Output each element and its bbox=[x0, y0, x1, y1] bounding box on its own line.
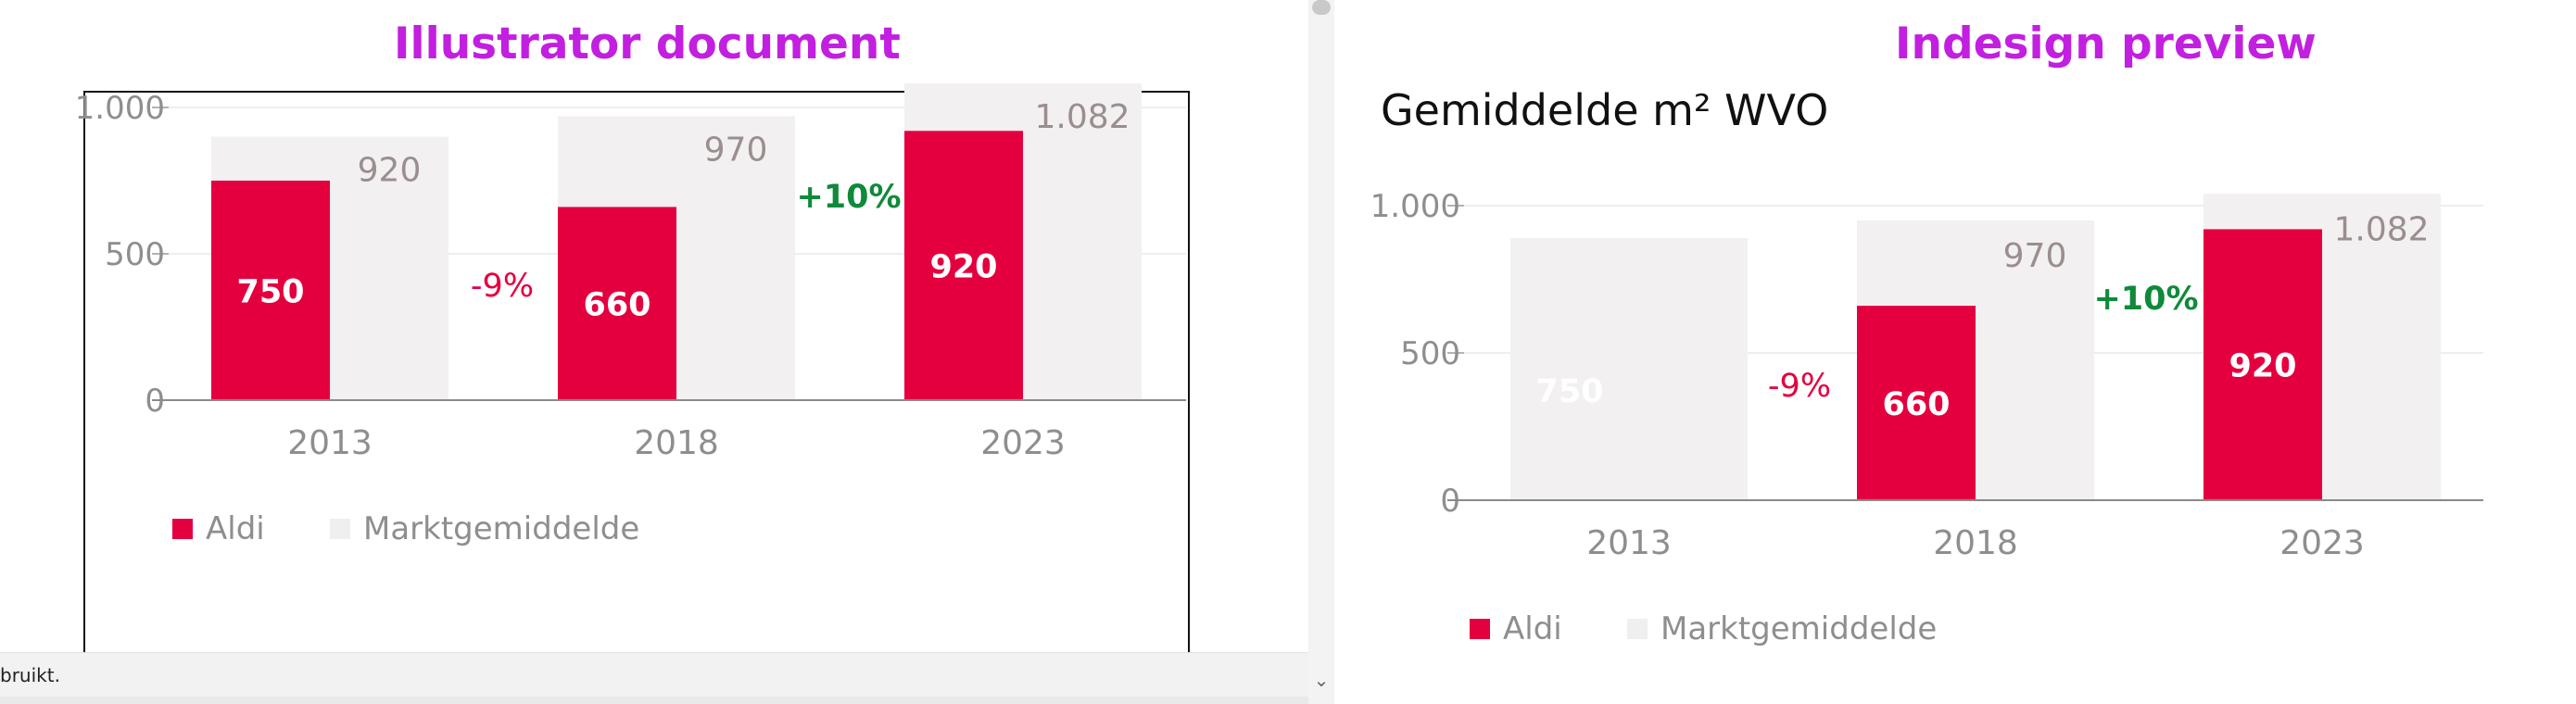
aldi-value-label: 660 bbox=[583, 287, 650, 324]
change-label: +10% bbox=[796, 179, 901, 216]
y-tick-label: 500 bbox=[1400, 335, 1460, 372]
x-tick-label: 2013 bbox=[1586, 524, 1672, 562]
indesign-pane: Indesign preview Gemiddelde m² WVO 0 500 1… bbox=[1334, 0, 2576, 704]
legend-label-aldi: Aldi bbox=[206, 510, 265, 547]
illustrator-pane: Illustrator document 0 500 1.000 750 920 2013… bbox=[0, 19, 1308, 704]
aldi-bar bbox=[211, 181, 330, 400]
aldi-value-label: 920 bbox=[929, 249, 997, 286]
aldi-value-label: 750 bbox=[1535, 373, 1603, 410]
x-tick-label: 2018 bbox=[1933, 524, 2018, 562]
aldi-value-label: 660 bbox=[1882, 386, 1950, 423]
legend-label-market: Marktgemiddelde bbox=[1661, 610, 1937, 647]
status-bar: bruikt. bbox=[0, 652, 1308, 698]
status-text: bruikt. bbox=[0, 664, 60, 686]
legend-label-aldi: Aldi bbox=[1503, 610, 1562, 647]
scrollbar-thumb[interactable] bbox=[1312, 0, 1331, 15]
x-tick-label: 2023 bbox=[980, 424, 1066, 462]
change-label: -9% bbox=[1768, 368, 1831, 405]
x-tick-label: 2018 bbox=[634, 424, 719, 462]
market-value-label: 970 bbox=[704, 131, 768, 169]
legend-swatch-market bbox=[330, 519, 350, 539]
change-label: -9% bbox=[471, 268, 534, 305]
illustrator-chart: 05001.000750920201366097020189201.082202… bbox=[75, 83, 1186, 547]
y-tick-label: 1.000 bbox=[1370, 188, 1460, 225]
aldi-value-label: 750 bbox=[236, 274, 304, 311]
market-value-label: 920 bbox=[358, 152, 422, 190]
change-label: +10% bbox=[2093, 281, 2198, 318]
market-value-label: 970 bbox=[2003, 237, 2067, 275]
aldi-bar bbox=[1857, 306, 1976, 500]
aldi-value-label: 920 bbox=[2229, 348, 2296, 385]
aldi-bar bbox=[558, 207, 676, 400]
indesign-chart: 05001.000750201366097020189201.0822023-9… bbox=[1370, 188, 2483, 647]
y-tick-label: 500 bbox=[105, 236, 165, 273]
legend-swatch-aldi bbox=[172, 519, 193, 539]
x-tick-label: 2023 bbox=[2279, 524, 2365, 562]
market-bar bbox=[1510, 237, 1748, 500]
market-value-label: 1.082 bbox=[1034, 98, 1130, 136]
indesign-pane-title: Indesign preview bbox=[1895, 19, 2317, 69]
legend-swatch-market bbox=[1627, 619, 1648, 639]
chart-title: Gemiddelde m² WVO bbox=[1381, 85, 1829, 135]
illustrator-pane-title: Illustrator document bbox=[394, 19, 901, 69]
market-value-label: 1.082 bbox=[2333, 210, 2429, 248]
y-tick-label: 1.000 bbox=[75, 90, 165, 127]
legend-label-market: Marktgemiddelde bbox=[363, 510, 639, 547]
status-bar-bottom-line bbox=[0, 697, 1308, 704]
aldi-bar bbox=[2203, 229, 2322, 500]
scroll-down-chevron-icon[interactable]: ⌄ bbox=[1313, 669, 1330, 691]
aldi-bar bbox=[904, 131, 1023, 400]
x-tick-label: 2013 bbox=[287, 424, 373, 462]
legend-swatch-aldi bbox=[1470, 619, 1490, 639]
vertical-scrollbar[interactable]: ⌄ bbox=[1308, 0, 1334, 704]
